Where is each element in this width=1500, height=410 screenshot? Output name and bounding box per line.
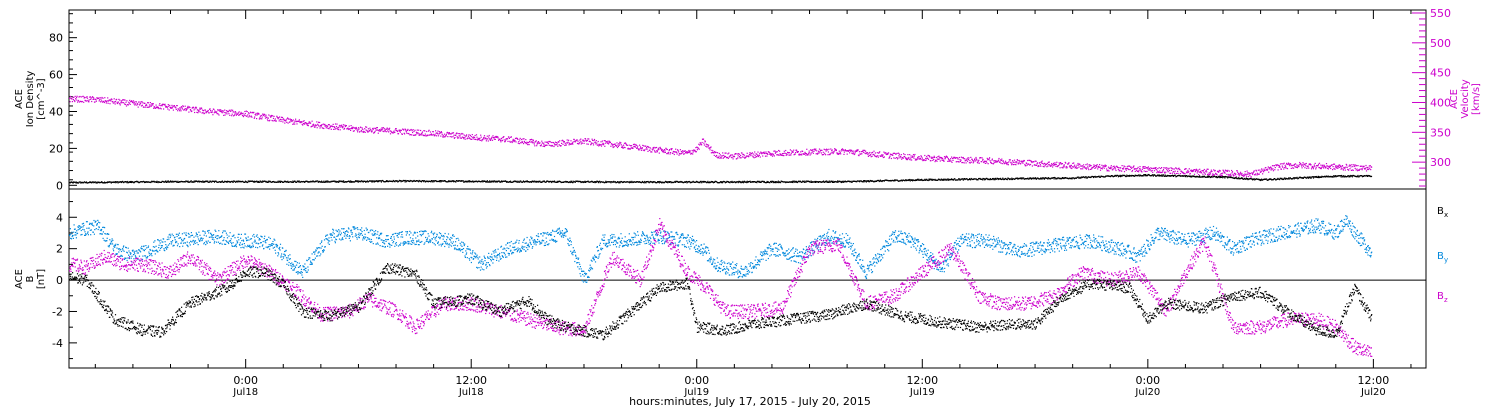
- bottom-panel-frame: [68, 188, 1427, 369]
- bz-points: [69, 218, 1373, 357]
- axis-label-line: B: [25, 275, 36, 282]
- axis-label-line: [km/s]: [1471, 83, 1482, 115]
- velocity-tick-label: 400: [1430, 96, 1451, 109]
- axis-label-line: ACE: [14, 269, 25, 289]
- density-velocity-points: [69, 95, 1373, 184]
- velocity-tick-label: 350: [1430, 126, 1451, 139]
- velocity-axis: 300 350 400 450 500 550: [1412, 7, 1451, 187]
- axis-label-line: ACE: [14, 89, 25, 109]
- date-tick-label: Jul18: [232, 387, 258, 398]
- density-tick-label: 60: [49, 69, 63, 82]
- axis-label-line: Ion Density: [25, 71, 36, 128]
- top-panel-frame: [68, 9, 1427, 190]
- b-field-axis-label: ACEB[nT]: [14, 269, 47, 289]
- date-tick-label: Jul20: [1134, 387, 1160, 398]
- date-tick-label: Jul20: [1360, 387, 1386, 398]
- time-tick-label: 0:00: [233, 374, 258, 387]
- density-tick-label: 80: [49, 32, 63, 45]
- axis-label-line: [cm^-3]: [36, 78, 47, 119]
- density-axis-label: ACEIon Density[cm^-3]: [14, 71, 47, 128]
- b-tick-label: 2: [56, 243, 63, 256]
- bx-points: [69, 263, 1373, 341]
- legend-item: B: [1437, 206, 1444, 217]
- b-tick-label: 4: [56, 211, 63, 224]
- legend-subscript: x: [1444, 211, 1448, 219]
- velocity-axis-label: ACEVelocity[km/s]: [1449, 79, 1482, 118]
- time-tick-label: 0:00: [1135, 374, 1160, 387]
- axis-label-line: ACE: [1449, 89, 1460, 109]
- legend-subscript: z: [1444, 296, 1448, 304]
- legend-subscript: y: [1444, 256, 1448, 264]
- time-tick-label: 12:00: [1358, 374, 1390, 387]
- date-tick-label: Jul18: [458, 387, 484, 398]
- velocity-tick-label: 450: [1430, 67, 1451, 80]
- b-tick-label: -2: [52, 305, 63, 318]
- b-field-points: [69, 215, 1373, 357]
- date-tick-label: Jul19: [909, 387, 935, 398]
- velocity-tick-label: 500: [1430, 37, 1451, 50]
- velocity-tick-label: 550: [1430, 7, 1451, 20]
- by-points: [69, 215, 1373, 283]
- density-tick-label: 20: [49, 142, 63, 155]
- x-axis-title: hours:minutes, July 17, 2015 - July 20, …: [629, 395, 871, 408]
- legend-item: B: [1437, 251, 1444, 262]
- density-points: [69, 173, 1373, 184]
- time-tick-label: 12:00: [906, 374, 938, 387]
- b-tick-label: 0: [56, 274, 63, 287]
- density-tick-label: 40: [49, 105, 63, 118]
- date-tick-label: Jul19: [683, 387, 709, 398]
- time-tick-label: 0:00: [684, 374, 709, 387]
- velocity-points: [69, 95, 1373, 178]
- axis-label-line: Velocity: [1460, 79, 1471, 118]
- time-tick-label: 12:00: [455, 374, 487, 387]
- velocity-tick-label: 300: [1430, 156, 1451, 169]
- density-axis: 0 20 40 60 80: [49, 13, 77, 192]
- axis-label-line: [nT]: [36, 269, 47, 289]
- b-tick-label: -4: [52, 337, 63, 350]
- b-field-axis: -4 -2 0 2 4: [52, 201, 77, 360]
- density-tick-label: 0: [56, 179, 63, 192]
- legend-item: B: [1437, 291, 1444, 302]
- time-axis: 0:00Jul1812:00Jul180:00Jul1912:00Jul190:…: [94, 10, 1412, 398]
